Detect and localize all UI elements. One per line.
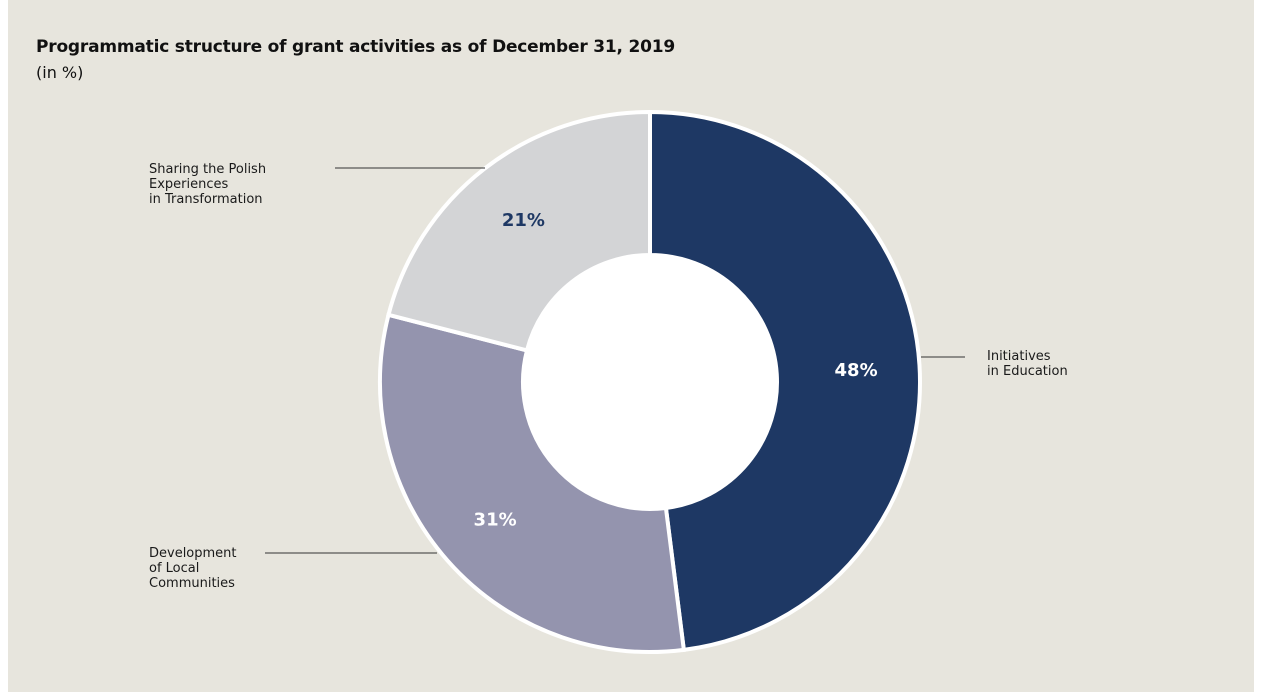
value-label-initiatives-in-education: 48% bbox=[835, 360, 878, 381]
slice-label-development-of-local-communities: Development of Local Communities bbox=[149, 546, 237, 591]
label-line: Communities bbox=[149, 576, 235, 591]
label-line: Development bbox=[149, 546, 237, 561]
chart-title: Programmatic structure of grant activiti… bbox=[36, 37, 675, 57]
donut-hole bbox=[523, 255, 777, 509]
label-line: Experiences bbox=[149, 177, 229, 192]
slice-label-initiatives-in-education: Initiatives in Education bbox=[987, 349, 1068, 379]
value-label-sharing-the-polish-experiences-in-transformation: 21% bbox=[502, 210, 545, 231]
donut-outer-ring bbox=[378, 110, 922, 654]
label-line: in Education bbox=[987, 364, 1068, 379]
slice-label-sharing-the-polish-experiences: Sharing the Polish Experiences in Transf… bbox=[149, 162, 266, 207]
label-line: in Transformation bbox=[149, 192, 263, 207]
label-line: of Local bbox=[149, 561, 200, 576]
label-line: Sharing the Polish bbox=[149, 162, 267, 177]
value-label-development-of-local-communities: 31% bbox=[474, 510, 517, 531]
label-line: Initiatives bbox=[987, 349, 1051, 364]
chart-subtitle: (in %) bbox=[36, 63, 84, 82]
